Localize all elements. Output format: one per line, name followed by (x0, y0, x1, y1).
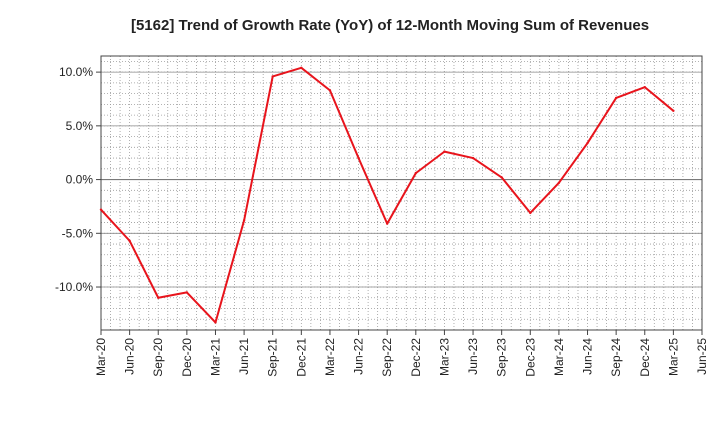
x-tick-label: Mar-25 (666, 338, 680, 376)
x-tick-label: Dec-23 (523, 338, 537, 377)
x-tick-label: Jun-21 (237, 338, 251, 375)
x-tick-label: Dec-22 (409, 338, 423, 377)
data-point (672, 109, 675, 113)
data-point (414, 171, 418, 175)
y-tick-label: -5.0% (62, 226, 94, 240)
chart-title: [5162] Trend of Growth Rate (YoY) of 12-… (131, 17, 649, 34)
data-point (128, 239, 131, 243)
grid (100, 56, 703, 331)
y-tick-label: 0.0% (66, 173, 94, 187)
x-tick-label: Sep-23 (495, 338, 509, 377)
plot-frame (100, 55, 703, 331)
data-point (300, 66, 303, 70)
data-point (643, 85, 646, 89)
x-tick-label: Mar-20 (94, 338, 108, 376)
data-point (443, 150, 446, 153)
data-point (271, 75, 274, 78)
x-axis-ticks: Mar-20 Jun-20 Sep-20 Dec-20 Mar-21 Jun-21 Sep-… (94, 330, 709, 377)
data-point (214, 321, 217, 324)
data-point (586, 141, 589, 145)
axes (100, 55, 703, 331)
x-tick-label: Jun-20 (123, 338, 137, 375)
y-tick-label: 10.0% (59, 65, 93, 79)
data-point (328, 89, 332, 92)
series (99, 66, 675, 324)
x-tick-label: Sep-24 (609, 338, 623, 377)
x-tick-label: Sep-20 (151, 338, 165, 377)
data-point (529, 211, 532, 215)
x-tick-label: Sep-21 (266, 338, 280, 377)
data-point (357, 156, 360, 160)
x-tick-label: Dec-24 (638, 338, 652, 377)
data-point (557, 181, 561, 184)
x-tick-label: Jun-25 (695, 338, 709, 375)
x-tick-label: Jun-23 (466, 338, 480, 375)
data-point (500, 176, 503, 179)
y-tick-label: 5.0% (66, 119, 94, 133)
y-tick-label: -10.0% (55, 280, 93, 294)
data-point (185, 291, 189, 294)
data-point (471, 156, 475, 160)
x-tick-label: Mar-22 (323, 338, 337, 376)
data-point (157, 296, 160, 299)
x-tick-label: Jun-24 (581, 338, 595, 375)
data-point (614, 96, 618, 100)
x-tick-label: Dec-20 (180, 338, 194, 377)
x-tick-label: Dec-21 (294, 338, 308, 377)
x-tick-label: Mar-21 (208, 338, 222, 376)
data-point (99, 208, 103, 211)
x-tick-label: Jun-22 (352, 338, 366, 375)
x-tick-label: Sep-22 (380, 338, 394, 377)
data-point (242, 219, 246, 222)
x-tick-label: Mar-23 (437, 338, 451, 376)
data-point (385, 222, 389, 225)
x-tick-label: Mar-24 (552, 338, 566, 376)
y-axis-ticks: 10.0% 5.0% 0.0% -5.0% -10.0% (55, 65, 101, 294)
